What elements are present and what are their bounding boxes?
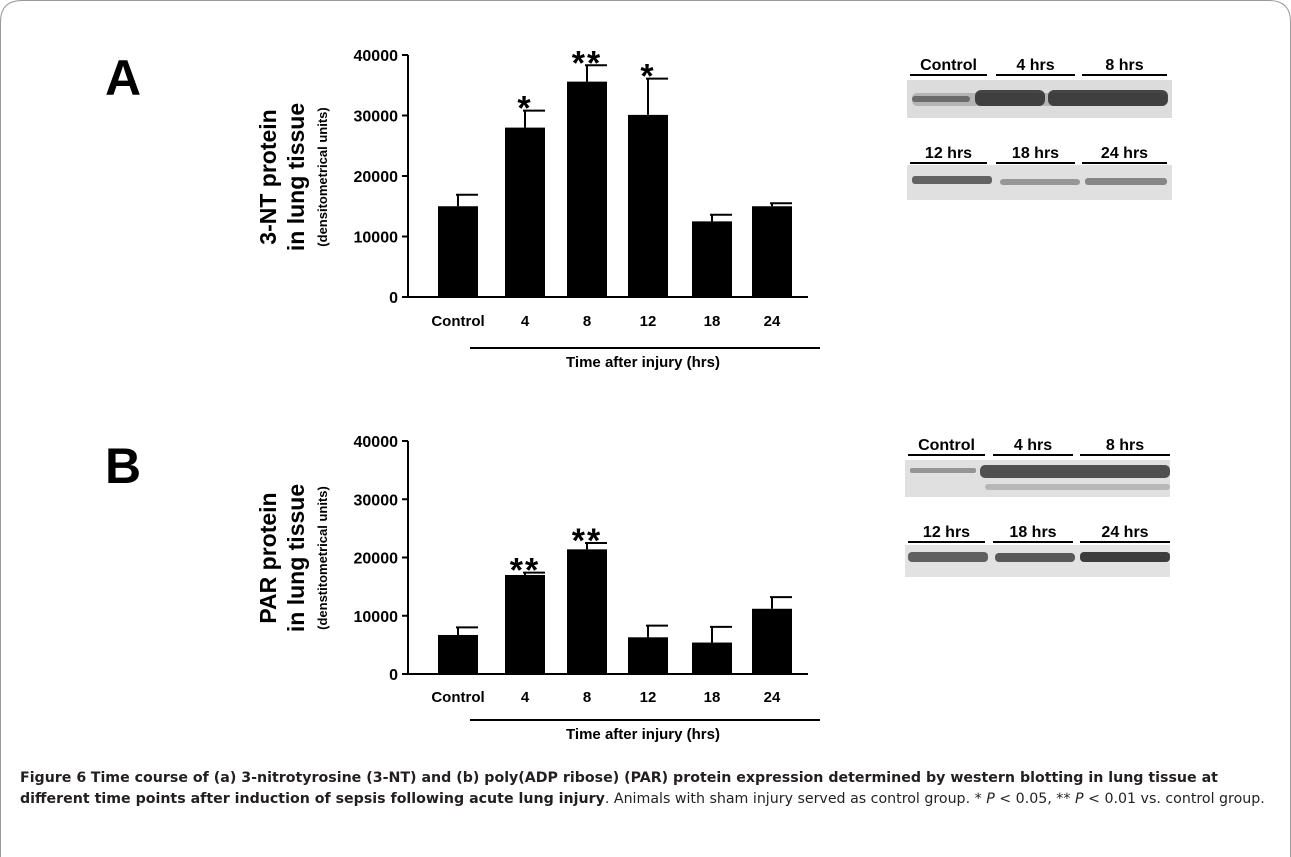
bar — [438, 634, 478, 674]
significance-marker: ** — [572, 522, 602, 560]
bar — [692, 642, 732, 674]
significance-marker: ** — [510, 552, 540, 590]
blot-band — [908, 552, 988, 562]
bar — [628, 114, 668, 298]
panel-letter: A — [105, 50, 141, 106]
bar — [505, 574, 545, 674]
y-tick-label: 40000 — [354, 434, 399, 451]
x-tick-label: 8 — [583, 313, 591, 330]
x-tick-label: 12 — [640, 689, 657, 706]
significance-marker: ** — [572, 44, 602, 82]
y-tick-label: 0 — [389, 667, 398, 684]
y-axis-title-line1: PAR protein — [255, 492, 281, 623]
y-axis-units: (denstitometrical units) — [315, 486, 330, 630]
blot-band — [980, 465, 1170, 478]
blot-band — [1080, 552, 1170, 562]
x-tick-label: 8 — [583, 689, 591, 706]
blot-lane-label: 24 hrs — [1101, 145, 1148, 162]
blot-lane-label: 4 hrs — [1014, 437, 1052, 454]
blot-band — [975, 90, 1045, 106]
figure-caption: Figure 6 Time course of (a) 3-nitrotyros… — [20, 768, 1275, 810]
blot-lane-label: 18 hrs — [1012, 145, 1059, 162]
bar — [505, 127, 545, 297]
bar — [752, 608, 792, 674]
x-tick-label: 4 — [521, 313, 530, 330]
x-tick-label: 18 — [704, 313, 721, 330]
blot-band — [1048, 90, 1168, 106]
significance-marker: * — [517, 90, 532, 128]
blot-band — [1085, 178, 1167, 185]
panel-a: A 3-NT protein in lung tissue (densitome… — [105, 44, 820, 371]
panel-b: B PAR protein in lung tissue (denstitome… — [105, 434, 820, 743]
bar — [752, 206, 792, 297]
caption-p-symbol-1: P — [986, 791, 995, 807]
bar — [438, 206, 478, 297]
caption-text-3: < 0.01 vs. control group. — [1083, 791, 1265, 807]
caption-text-2: < 0.05, ** — [994, 791, 1075, 807]
blot-lane-label: Control — [920, 57, 977, 74]
y-axis-title-line1: 3-NT protein — [255, 109, 281, 244]
y-tick-label: 30000 — [354, 492, 399, 509]
blot-lane-label: Control — [918, 437, 975, 454]
bar — [628, 637, 668, 674]
blot-band — [912, 176, 992, 184]
x-tick-label: Control — [431, 689, 484, 706]
y-tick-label: 0 — [389, 290, 398, 307]
caption-p-symbol-2: P — [1074, 791, 1084, 807]
y-tick-label: 10000 — [354, 609, 399, 626]
blot-band — [910, 468, 976, 473]
caption-text-1: . Animals with sham injury served as con… — [604, 791, 987, 807]
y-tick-label: 10000 — [354, 230, 399, 247]
significance-marker: * — [640, 58, 655, 96]
blot-band — [912, 96, 970, 102]
blot-lane-label: 12 hrs — [923, 524, 970, 541]
x-tick-label: Control — [431, 313, 484, 330]
blot-lane-label: 8 hrs — [1106, 437, 1144, 454]
y-tick-label: 20000 — [354, 551, 399, 568]
panel-letter: B — [105, 438, 141, 494]
western-blot-b: Control 4 hrs 8 hrs 12 hrs 18 hrs 24 hrs — [905, 437, 1170, 577]
blot-lane-label: 24 hrs — [1101, 524, 1148, 541]
blot-lane-label: 18 hrs — [1009, 524, 1056, 541]
bar — [692, 221, 732, 297]
y-tick-label: 30000 — [354, 109, 399, 126]
y-axis-title-line2: in lung tissue — [283, 484, 309, 632]
y-tick-label: 40000 — [354, 48, 399, 65]
y-axis-title-line2: in lung tissue — [283, 103, 309, 251]
x-tick-label: 18 — [704, 689, 721, 706]
western-blot-a: Control 4 hrs 8 hrs 12 hrs 18 hrs 24 hrs — [907, 57, 1172, 200]
x-tick-label: 24 — [764, 689, 781, 706]
caption-title: Time course of (a) 3-nitrotyrosine (3-NT… — [20, 770, 1218, 807]
y-tick-label: 20000 — [354, 169, 399, 186]
x-tick-label: 24 — [764, 313, 781, 330]
x-axis-title: Time after injury (hrs) — [566, 726, 720, 743]
x-axis-title: Time after injury (hrs) — [566, 354, 720, 371]
bar — [567, 81, 607, 298]
blot-lane-label: 4 hrs — [1016, 57, 1054, 74]
blot-band — [1000, 179, 1080, 185]
y-axis-units: (densitometrical units) — [315, 107, 330, 246]
bar — [567, 549, 607, 674]
blot-band — [995, 553, 1075, 562]
x-tick-label: 12 — [640, 313, 657, 330]
blot-lane-label: 8 hrs — [1105, 57, 1143, 74]
x-tick-label: 4 — [521, 689, 530, 706]
blot-lane-label: 12 hrs — [925, 145, 972, 162]
blot-band — [985, 484, 1170, 490]
figure-label: Figure 6 — [20, 770, 87, 786]
